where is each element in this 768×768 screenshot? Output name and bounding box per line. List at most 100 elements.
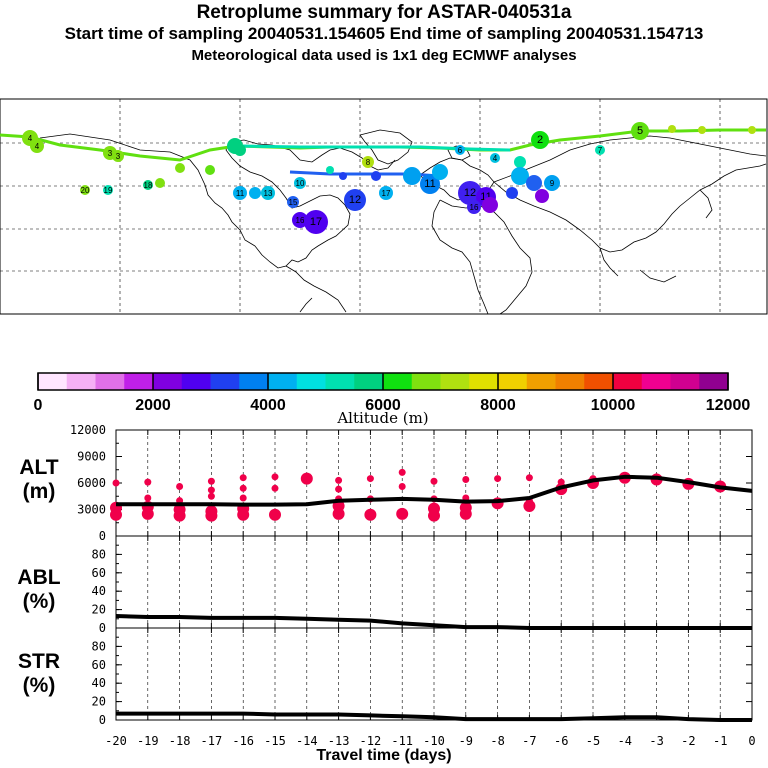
colorbar-swatch: [268, 373, 298, 390]
x-tick-label: -8: [490, 734, 504, 748]
colorbar-tick-label: 2000: [135, 397, 171, 414]
altitude-scatter-point: [523, 499, 536, 512]
x-tick-label: -15: [264, 734, 286, 748]
plume-marker: [432, 164, 448, 180]
plume-marker: [112, 150, 124, 162]
y-tick-label: 60: [92, 566, 106, 580]
str-panel-label: STR (%): [9, 650, 69, 698]
y-tick-label: 9000: [77, 450, 106, 464]
plume-marker: [668, 125, 676, 133]
plume-marker: [304, 210, 328, 234]
plume-marker: [506, 187, 518, 199]
altitude-scatter-point: [525, 474, 533, 482]
y-tick-label: 3000: [77, 503, 106, 517]
alt-panel-label: ALT (m): [9, 456, 69, 504]
colorbar-swatch: [296, 373, 326, 390]
plume-marker: [362, 156, 374, 168]
altitude-scatter-point: [112, 479, 120, 487]
plume-day-label: 13: [264, 189, 273, 198]
colorbar-swatch: [210, 373, 240, 390]
plume-marker: [287, 196, 299, 208]
y-tick-label: 0: [99, 713, 106, 727]
plume-day-label: 12: [349, 194, 361, 206]
plume-day-label: 12: [464, 187, 476, 199]
altitude-scatter-point: [144, 494, 152, 502]
x-tick-label: -4: [618, 734, 632, 748]
altitude-colorbar: 0 2000 4000 6000 8000 10000 12000 Altitude (m): [34, 372, 750, 427]
x-tick-label: -1: [713, 734, 727, 748]
colorbar-swatch: [95, 373, 125, 390]
plume-day-label: 4: [28, 134, 33, 143]
colorbar-swatch: [498, 373, 528, 390]
colorbar-swatch: [613, 373, 643, 390]
altitude-scatter-point: [364, 508, 377, 521]
altitude-scatter-point: [239, 474, 247, 482]
abl-panel-label: ABL (%): [9, 566, 69, 614]
y-tick-label: 40: [92, 676, 106, 690]
plume-marker: [526, 175, 542, 191]
colorbar-label: Altitude (m): [336, 409, 428, 427]
altitude-scatter-point: [459, 501, 472, 514]
colorbar-swatch: [354, 373, 384, 390]
plume-marker: [143, 180, 153, 190]
plume-day-label: 3: [116, 152, 121, 161]
colorbar-swatch: [239, 373, 269, 390]
map-grid: [0, 99, 767, 314]
y-tick-label: 0: [99, 529, 106, 543]
y-tick-label: 6000: [77, 476, 106, 490]
colorbar-swatch: [699, 373, 729, 390]
altitude-scatter-point: [494, 475, 502, 483]
alt-label: ALT: [19, 456, 59, 479]
colorbar-swatch: [526, 373, 556, 390]
y-tick-label: 0: [99, 621, 106, 635]
met-data-info: Meteorological data used is 1x1 deg ECMW…: [191, 47, 577, 64]
abl-unit: (%): [22, 590, 56, 613]
x-tick-label: -20: [105, 734, 127, 748]
plume-day-label: 6: [458, 146, 463, 155]
colorbar-swatch: [66, 373, 96, 390]
plume-marker: [294, 177, 306, 189]
median-altitude-line: [116, 474, 753, 507]
colorbar-swatch: [555, 373, 585, 390]
str-label: STR: [18, 650, 60, 673]
altitude-scatter-point: [239, 494, 247, 502]
altitude-scatter-point: [335, 476, 343, 484]
colorbar-swatch: [383, 373, 413, 390]
plume-marker: [234, 144, 246, 156]
altitude-scatter-point: [239, 484, 247, 492]
altitude-scatter-point: [271, 473, 279, 481]
x-tick-label: 0: [748, 734, 755, 748]
x-tick-label: -9: [459, 734, 473, 748]
plume-marker: [339, 172, 347, 180]
altitude-scatter-point: [207, 492, 215, 500]
altitude-scatter-point: [366, 475, 374, 483]
y-tick-label: 12000: [70, 423, 106, 437]
x-tick-label: -5: [586, 734, 600, 748]
plume-marker: [455, 145, 465, 155]
plume-marker: [511, 167, 529, 185]
colorbar-swatch: [124, 373, 154, 390]
colorbar-tick-label: 8000: [480, 397, 516, 414]
plume-marker: [403, 167, 421, 185]
x-tick-label: -14: [296, 734, 318, 748]
colorbar-swatch: [440, 373, 470, 390]
x-tick-label: -19: [137, 734, 159, 748]
altitude-scatter-point: [207, 486, 215, 494]
colorbar-swatch: [153, 373, 183, 390]
y-tick-label: 40: [92, 584, 106, 598]
plume-marker: [249, 187, 261, 199]
plume-day-label: 9: [550, 179, 555, 188]
altitude-scatter-point: [398, 468, 406, 476]
plume-day-label: 8: [366, 158, 371, 167]
altitude-scatter-point: [144, 478, 152, 486]
plume-marker: [344, 189, 366, 211]
x-tick-label: -17: [201, 734, 223, 748]
altitude-scatter-point: [428, 502, 440, 515]
altitude-scatter-point: [396, 507, 409, 520]
plume-marker: [698, 126, 706, 134]
plume-marker: [103, 185, 113, 195]
y-tick-label: 60: [92, 658, 106, 672]
altitude-scatter-point: [207, 477, 215, 485]
colorbar-tick-label: 6000: [365, 397, 401, 414]
